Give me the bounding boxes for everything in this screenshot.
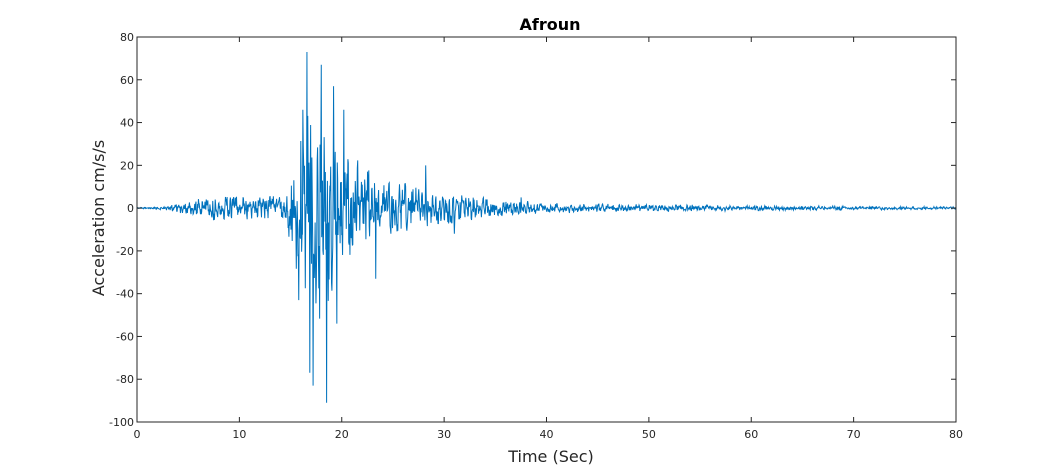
y-tick-label: -100 xyxy=(109,416,134,429)
x-tick-label: 10 xyxy=(232,428,246,441)
x-tick-label: 70 xyxy=(847,428,861,441)
y-axis-label: Acceleration cm/s/s xyxy=(89,140,108,296)
x-axis-label: Time (Sec) xyxy=(507,447,594,466)
x-tick-label: 60 xyxy=(744,428,758,441)
y-tick-label: -60 xyxy=(116,330,134,343)
axes-box xyxy=(136,36,957,423)
y-tick-label: 0 xyxy=(127,202,134,215)
x-tick-label: 20 xyxy=(335,428,349,441)
y-tick-label: 20 xyxy=(120,159,134,172)
x-tick-label: 80 xyxy=(949,428,963,441)
x-axis-ticks: 0 10 20 30 40 50 60 70 80 xyxy=(134,37,963,441)
x-tick-label: 0 xyxy=(134,428,141,441)
x-tick-label: 40 xyxy=(540,428,554,441)
y-tick-label: -80 xyxy=(116,373,134,386)
y-axis-ticks: -100 -80 -60 -40 -20 0 20 40 60 80 xyxy=(109,31,956,429)
x-tick-label: 30 xyxy=(437,428,451,441)
y-tick-label: -40 xyxy=(116,288,134,301)
chart-title: Afroun xyxy=(519,15,580,34)
y-tick-label: 80 xyxy=(120,31,134,44)
y-tick-label: 40 xyxy=(120,117,134,130)
series-line xyxy=(137,51,956,403)
y-tick-label: 60 xyxy=(120,74,134,87)
x-tick-label: 50 xyxy=(642,428,656,441)
y-tick-label: -20 xyxy=(116,245,134,258)
